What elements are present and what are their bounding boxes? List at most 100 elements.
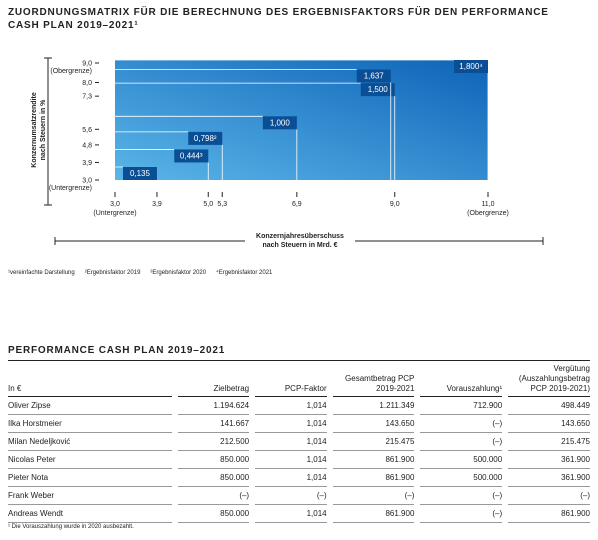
- y-tick-label: 9,0: [82, 61, 92, 68]
- factor-label: 1,637: [364, 72, 385, 81]
- footnote: ⁴Ergebnisfaktor 2021: [216, 269, 273, 276]
- factor-box: [122, 167, 157, 180]
- table-row: Andreas Wendt 850.000 1,014 861.900 (–) 861.9…: [8, 505, 590, 523]
- x-tick-label: 3,0: [110, 201, 120, 208]
- table-title: PERFORMANCE CASH PLAN 2019–2021: [8, 344, 590, 361]
- factor-box: [262, 116, 297, 130]
- table-footnote: ¹ Die Vorauszahlung wurde in 2020 ausbez…: [8, 524, 134, 530]
- table-cell: 850.000: [177, 451, 250, 469]
- column-header: Vergütung (Auszahlungsbetrag PCP 2019-20…: [508, 362, 590, 397]
- x-bound-label: (Untergrenze): [93, 210, 136, 217]
- table-cell: 215.475: [508, 433, 590, 451]
- table-cell: (–): [420, 505, 503, 523]
- table-row: Frank Weber (–) (–) (–) (–) (–): [8, 487, 590, 505]
- table-cell: (–): [255, 487, 327, 505]
- table-cell: 712.900: [420, 397, 503, 415]
- table-cell: (–): [332, 487, 415, 505]
- column-header: Vorauszahlung¹: [420, 362, 503, 397]
- y-axis-label: nach Steuern in %: [40, 99, 47, 160]
- table-cell: Andreas Wendt: [8, 505, 172, 523]
- table-cell: (–): [420, 487, 503, 505]
- x-tick-label: 5,3: [217, 201, 227, 208]
- y-bound-label: (Obergrenze): [50, 68, 92, 75]
- table-cell: 212.500: [177, 433, 250, 451]
- y-tick-label: 3,0: [82, 178, 92, 185]
- table-cell: 1.194.624: [177, 397, 250, 415]
- table-cell: 215.475: [332, 433, 415, 451]
- x-bound-label: (Obergrenze): [467, 210, 509, 217]
- table-cell: 500.000: [420, 469, 503, 487]
- table-row: Nicolas Peter 850.000 1,014 861.900 500.000 3…: [8, 451, 590, 469]
- table-cell: 361.900: [508, 451, 590, 469]
- factor-label: 1,800⁴: [459, 62, 483, 71]
- table-row: Pieter Nota 850.000 1,014 861.900 500.000 361…: [8, 469, 590, 487]
- table-cell: Milan Nedeljković: [8, 433, 172, 451]
- table-cell: (–): [177, 487, 250, 505]
- table-cell: 850.000: [177, 505, 250, 523]
- column-header: Zielbetrag: [177, 362, 250, 397]
- footnote: ²Ergebnisfaktor 2019: [85, 270, 141, 276]
- table-cell: 1,014: [255, 505, 327, 523]
- x-axis-label: nach Steuern in Mrd. €: [262, 242, 337, 249]
- column-header: Gesamtbetrag PCP 2019-2021: [332, 362, 415, 397]
- table-cell: 143.650: [508, 415, 590, 433]
- table-cell: 1,014: [255, 397, 327, 415]
- table-cell: 861.900: [332, 469, 415, 487]
- factor-box: [454, 60, 488, 73]
- table-cell: (–): [508, 487, 590, 505]
- factor-label: 0,444³: [180, 151, 203, 160]
- y-tick-label: 5,6: [82, 127, 92, 134]
- x-tick-label: 9,0: [390, 201, 400, 208]
- footnote: ¹vereinfachte Darstellung: [8, 270, 75, 276]
- footnote: ³Ergebnisfaktor 2020: [150, 270, 206, 276]
- x-tick-label: 3,9: [152, 201, 162, 208]
- table-cell: 1,014: [255, 469, 327, 487]
- factor-box: [188, 131, 223, 145]
- table-cell: 861.900: [332, 505, 415, 523]
- x-axis-label: Konzernjahresüberschuss: [256, 233, 344, 240]
- matrix-title: ZUORDNUNGSMATRIX FÜR DIE BERECHNUNG DES …: [8, 7, 549, 31]
- table-cell: 861.900: [332, 451, 415, 469]
- table-cell: 1,014: [255, 433, 327, 451]
- factor-label: 1,500: [368, 85, 389, 94]
- x-tick-label: 5,0: [203, 201, 213, 208]
- y-tick-label: 3,9: [82, 160, 92, 167]
- y-bound-label: (Untergrenze): [49, 185, 92, 192]
- y-tick-label: 8,0: [82, 80, 92, 87]
- table-cell: (–): [420, 433, 503, 451]
- table-cell: 500.000: [420, 451, 503, 469]
- table-cell: 498.449: [508, 397, 590, 415]
- table: In € Zielbetrag PCP-Faktor Gesamtbetrag PCP…: [2, 362, 596, 523]
- matrix: Konzernumsatzrendite nach Steuern in % 3,0…: [8, 57, 544, 276]
- table-cell: 861.900: [508, 505, 590, 523]
- table-cell: Pieter Nota: [8, 469, 172, 487]
- factor-label: 1,000: [270, 118, 291, 127]
- plot-area: [115, 60, 488, 180]
- factor-box: [174, 149, 209, 163]
- table-row: Milan Nedeljković 212.500 1,014 215.475 (–) 2…: [8, 433, 590, 451]
- table-cell: 1,014: [255, 451, 327, 469]
- table-cell: 143.650: [332, 415, 415, 433]
- factor-box: [360, 83, 395, 97]
- y-tick-label: 7,3: [82, 94, 92, 101]
- column-header: In €: [8, 362, 172, 397]
- table-row: Oliver Zipse 1.194.624 1,014 1.211.349 712.9…: [8, 397, 590, 415]
- table-cell: Nicolas Peter: [8, 451, 172, 469]
- y-axis-label: Konzernumsatzrendite: [31, 92, 38, 168]
- table-cell: 850.000: [177, 469, 250, 487]
- factor-label: 0,798²: [194, 134, 217, 143]
- table-cell: Ilka Horstmeier: [8, 415, 172, 433]
- table-cell: Oliver Zipse: [8, 397, 172, 415]
- table-row: Ilka Horstmeier 141.667 1,014 143.650 (–) 143…: [8, 415, 590, 433]
- table-cell: Frank Weber: [8, 487, 172, 505]
- table-cell: 1.211.349: [332, 397, 415, 415]
- table-cell: (–): [420, 415, 503, 433]
- y-tick-label: 4,8: [82, 142, 92, 149]
- table-cell: 1,014: [255, 415, 327, 433]
- table-cell: 141.667: [177, 415, 250, 433]
- column-header: PCP-Faktor: [255, 362, 327, 397]
- factor-box: [356, 69, 391, 83]
- x-tick-label: 11,0: [481, 201, 494, 208]
- x-tick-label: 6,9: [292, 201, 302, 208]
